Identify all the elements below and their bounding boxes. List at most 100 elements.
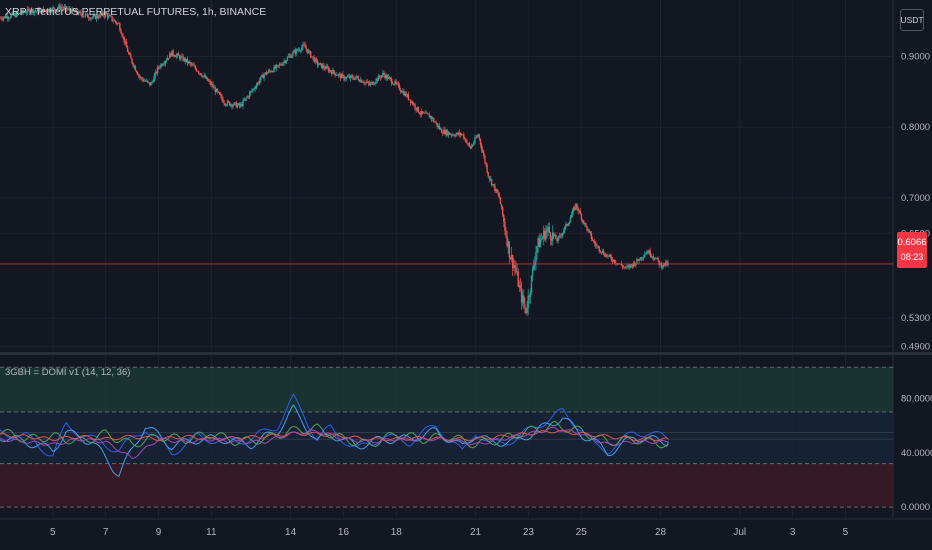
candle-body [582, 220, 585, 224]
candle-body [223, 102, 225, 104]
candle-body [125, 41, 128, 48]
candle-body [517, 271, 519, 287]
candle-body [0, 17, 1, 19]
candle-body [111, 16, 113, 21]
candle-body [172, 50, 174, 56]
candle-body [63, 6, 66, 9]
candle-body [349, 75, 352, 79]
candle-body [483, 152, 485, 156]
candle-body [92, 15, 94, 18]
candle-body [331, 71, 333, 74]
candle-body [231, 104, 233, 107]
indicator-title[interactable]: 3GBH = DOMI v1 (14, 12, 36) [5, 367, 131, 378]
candle-body [152, 81, 154, 83]
candle-body [479, 138, 482, 145]
candle-body [147, 81, 150, 83]
candle-body [103, 15, 106, 17]
candle-body [7, 16, 9, 19]
candle-body [638, 260, 640, 262]
candle-body [518, 285, 521, 287]
candle-body [596, 245, 598, 247]
candle-body [241, 104, 243, 107]
candle-body [373, 83, 375, 85]
candle-body [480, 144, 483, 150]
candle-body [145, 80, 148, 82]
candle-body [15, 12, 18, 17]
candle-body [287, 56, 290, 58]
candle-body [425, 112, 427, 114]
candle-body [177, 53, 180, 56]
candle-body [510, 255, 513, 260]
candle-body [435, 122, 437, 124]
candle-body [69, 8, 71, 11]
candle-body [516, 271, 518, 273]
candle-body [337, 74, 340, 76]
oscillator-series-line [0, 429, 669, 442]
candle-body [307, 50, 310, 53]
candle-body [170, 53, 172, 57]
candle-body [592, 240, 595, 242]
candle-body [151, 81, 153, 83]
oscillator-axis-tick-label: 40.0000 [901, 448, 932, 459]
candle-body [632, 262, 635, 267]
candle-body [464, 138, 466, 140]
oscillator-series-line [0, 404, 669, 477]
candle-body [319, 63, 322, 64]
candle-body [211, 84, 213, 85]
candle-body [533, 266, 535, 269]
candle-body [83, 15, 86, 17]
candle-body [622, 266, 625, 268]
candle-body [49, 9, 51, 12]
candle-body [254, 88, 256, 89]
quote-unit-badge[interactable]: USDT [900, 9, 924, 31]
candle-body [535, 251, 537, 263]
candle-body [297, 49, 300, 51]
time-axis-tick-label: 23 [523, 527, 535, 538]
candle-body [499, 197, 502, 205]
candle-body [196, 71, 199, 72]
candle-body [101, 12, 103, 15]
candle-body [624, 266, 626, 268]
candle-body [501, 207, 504, 216]
candle-body [503, 215, 505, 222]
candle-body [379, 77, 382, 78]
candle-body [144, 80, 147, 82]
candle-body [363, 82, 365, 84]
candle-body [627, 265, 629, 267]
candle-body [473, 142, 475, 145]
candle-body [276, 65, 279, 66]
candle-body [310, 51, 312, 58]
candle-body [293, 50, 295, 53]
candle-body [186, 58, 189, 64]
symbol-title[interactable]: XRP / TetherUS PERPETUAL FUTURES, 1h, BI… [5, 6, 267, 18]
candle-body [243, 100, 245, 101]
candle-body [485, 162, 487, 166]
candle-body [606, 254, 608, 257]
candle-body [226, 101, 229, 105]
candle-body [203, 75, 205, 76]
candle-body [602, 250, 605, 255]
candle-body [520, 288, 523, 303]
candle-body [436, 123, 438, 127]
candle-body [463, 134, 465, 139]
candle-body [335, 75, 337, 76]
candle-body [114, 20, 117, 23]
candle-body [268, 70, 271, 72]
candle-body [371, 81, 373, 84]
candle-body [9, 17, 11, 19]
candle-body [129, 53, 131, 56]
candle-body [52, 7, 54, 9]
candle-body [236, 104, 239, 108]
candle-body [447, 132, 449, 136]
candle-body [250, 91, 252, 93]
candle-body [253, 88, 255, 90]
candle-body [283, 61, 285, 63]
candle-body [221, 95, 223, 100]
candle-body [85, 13, 88, 15]
candle-body [325, 66, 327, 70]
candle-body [209, 81, 211, 82]
candle-body [242, 100, 244, 107]
candle-body [375, 78, 377, 83]
candle-body [327, 67, 330, 72]
